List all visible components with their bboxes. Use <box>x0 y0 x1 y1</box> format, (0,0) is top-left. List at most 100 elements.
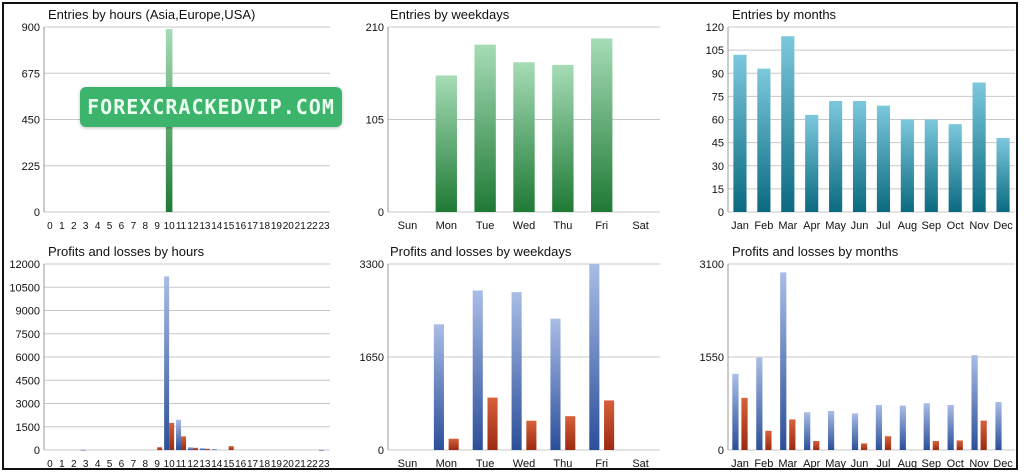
chart5-bar-losses-thu <box>565 416 576 450</box>
chart4-bar-profits-23 <box>319 449 325 451</box>
chart4-bar-losses-11 <box>181 436 187 450</box>
chart4-xtick: 17 <box>247 459 259 470</box>
chart1-ytick: 225 <box>22 161 40 173</box>
chart1-xtick: 6 <box>119 221 125 232</box>
chart6-xtick: Apr <box>803 458 820 470</box>
chart1-xtick: 11 <box>176 221 187 232</box>
chart4-bar-losses-10 <box>169 422 175 450</box>
chart6-bar-profits-jan <box>732 373 739 450</box>
chart1-xtick: 13 <box>199 221 211 232</box>
chart4-xtick: 14 <box>211 459 223 470</box>
chart6-bar-profits-sep <box>923 403 930 450</box>
chart6-bar-profits-dec <box>995 402 1002 450</box>
chart6-ytick: 0 <box>718 445 724 457</box>
chart1-xtick: 19 <box>271 221 283 232</box>
chart4-xtick: 6 <box>119 459 125 470</box>
chart4-ytick: 7500 <box>16 329 40 341</box>
chart6-bar-profits-jun <box>851 413 859 450</box>
chart1-xtick: 2 <box>71 221 77 232</box>
chart4-xtick: 11 <box>176 459 187 470</box>
chart4-ytick: 10500 <box>9 282 40 294</box>
chart5-bar-losses-tue <box>487 397 498 450</box>
chart3-bar-entries-jun <box>852 101 867 212</box>
chart1-xtick: 1 <box>59 221 65 232</box>
chart3-xtick: Feb <box>754 220 773 232</box>
chart2-xtick: Mon <box>436 220 457 232</box>
chart3-bar-entries-jan <box>733 54 747 212</box>
chart5-ytick: 1650 <box>360 352 384 364</box>
chart6-xtick: Jul <box>876 458 890 470</box>
chart6-bar-profits-may <box>827 411 835 450</box>
chart1-xtick: 8 <box>143 221 149 232</box>
chart3-ytick: 60 <box>712 115 724 127</box>
chart1-xtick: 0 <box>47 221 53 232</box>
chart2-xtick: Thu <box>553 220 572 232</box>
chart2-bar-entries-thu <box>552 64 574 212</box>
chart4-ytick: 3000 <box>16 399 40 411</box>
chart6-xtick: Jun <box>851 458 869 470</box>
chart3-bar-entries-aug <box>900 119 914 212</box>
chart2-title: Entries by weekdays <box>390 7 510 22</box>
chart6-title: Profits and losses by months <box>732 244 899 259</box>
chart3-bar-entries-may <box>829 101 843 212</box>
chart1-title: Entries by hours (Asia,Europe,USA) <box>48 7 255 22</box>
chart4-ytick: 9000 <box>16 306 40 318</box>
chart1-xtick: 3 <box>83 221 89 232</box>
chart4-ytick: 1500 <box>16 422 40 434</box>
chart3-ytick: 0 <box>718 207 724 219</box>
chart6-bar-losses-nov <box>980 420 987 450</box>
chart3-xtick: Apr <box>803 220 820 232</box>
chart1-xtick: 7 <box>131 221 137 232</box>
chart4-bar-profits-11 <box>176 419 182 450</box>
chart1-ytick: 675 <box>22 68 40 80</box>
chart5-ytick: 0 <box>378 445 384 457</box>
chart4-ytick: 6000 <box>16 352 40 364</box>
chart6-xtick: May <box>825 458 846 470</box>
chart4-bar-losses-9 <box>157 447 163 450</box>
chart1-xtick: 9 <box>154 221 160 232</box>
chart4-xtick: 21 <box>295 459 307 470</box>
chart6-ytick: 3100 <box>700 259 724 271</box>
chart3-xtick: Dec <box>993 220 1013 232</box>
chart1-xtick: 21 <box>295 221 307 232</box>
chart5-xtick: Sat <box>632 458 649 470</box>
chart5-xtick: Fri <box>595 458 608 470</box>
chart3-bar-entries-apr <box>805 114 819 212</box>
chart2-xtick: Tue <box>476 220 495 232</box>
chart3-bar-entries-nov <box>972 82 986 212</box>
chart1-xtick: 18 <box>259 221 271 232</box>
chart6-xtick: Oct <box>947 458 964 470</box>
chart6-xtick: Jan <box>731 458 749 470</box>
chart3-bar-entries-mar <box>781 36 795 212</box>
chart5-bar-profits-fri <box>589 264 600 450</box>
chart3-ytick: 30 <box>712 161 724 173</box>
chart3-xtick: Jan <box>731 220 749 232</box>
chart4-bar-losses-15 <box>228 446 234 450</box>
chart3-xtick: Nov <box>969 220 989 232</box>
chart3-xtick: Aug <box>898 220 918 232</box>
chart6-xtick: Aug <box>898 458 918 470</box>
chart6-bar-profits-mar <box>780 272 787 450</box>
chart4-xtick: 18 <box>259 459 271 470</box>
chart1-xtick: 12 <box>187 221 199 232</box>
chart3-bar-entries-dec <box>996 138 1010 212</box>
chart3-ytick: 90 <box>712 68 724 80</box>
chart3-bar-entries-sep <box>924 119 938 212</box>
chart2-xtick: Wed <box>513 220 535 232</box>
chart3-title: Entries by months <box>732 7 837 22</box>
chart3-ytick: 75 <box>712 91 724 103</box>
chart6-bar-losses-feb <box>765 430 772 450</box>
chart3-xtick: Sep <box>922 220 942 232</box>
chart2-ytick: 0 <box>378 207 384 219</box>
chart5-bar-profits-mon <box>433 324 444 450</box>
chart6-ytick: 1550 <box>700 352 724 364</box>
chart4-xtick: 1 <box>59 459 65 470</box>
chart5-bar-profits-tue <box>472 290 483 450</box>
chart5-bar-losses-wed <box>526 420 537 450</box>
chart4-xtick: 12 <box>187 459 199 470</box>
chart6-bar-profits-jul <box>875 405 883 450</box>
chart1-xtick: 22 <box>307 221 319 232</box>
chart2-bar-entries-tue <box>474 44 496 212</box>
chart1-xtick: 16 <box>235 221 247 232</box>
